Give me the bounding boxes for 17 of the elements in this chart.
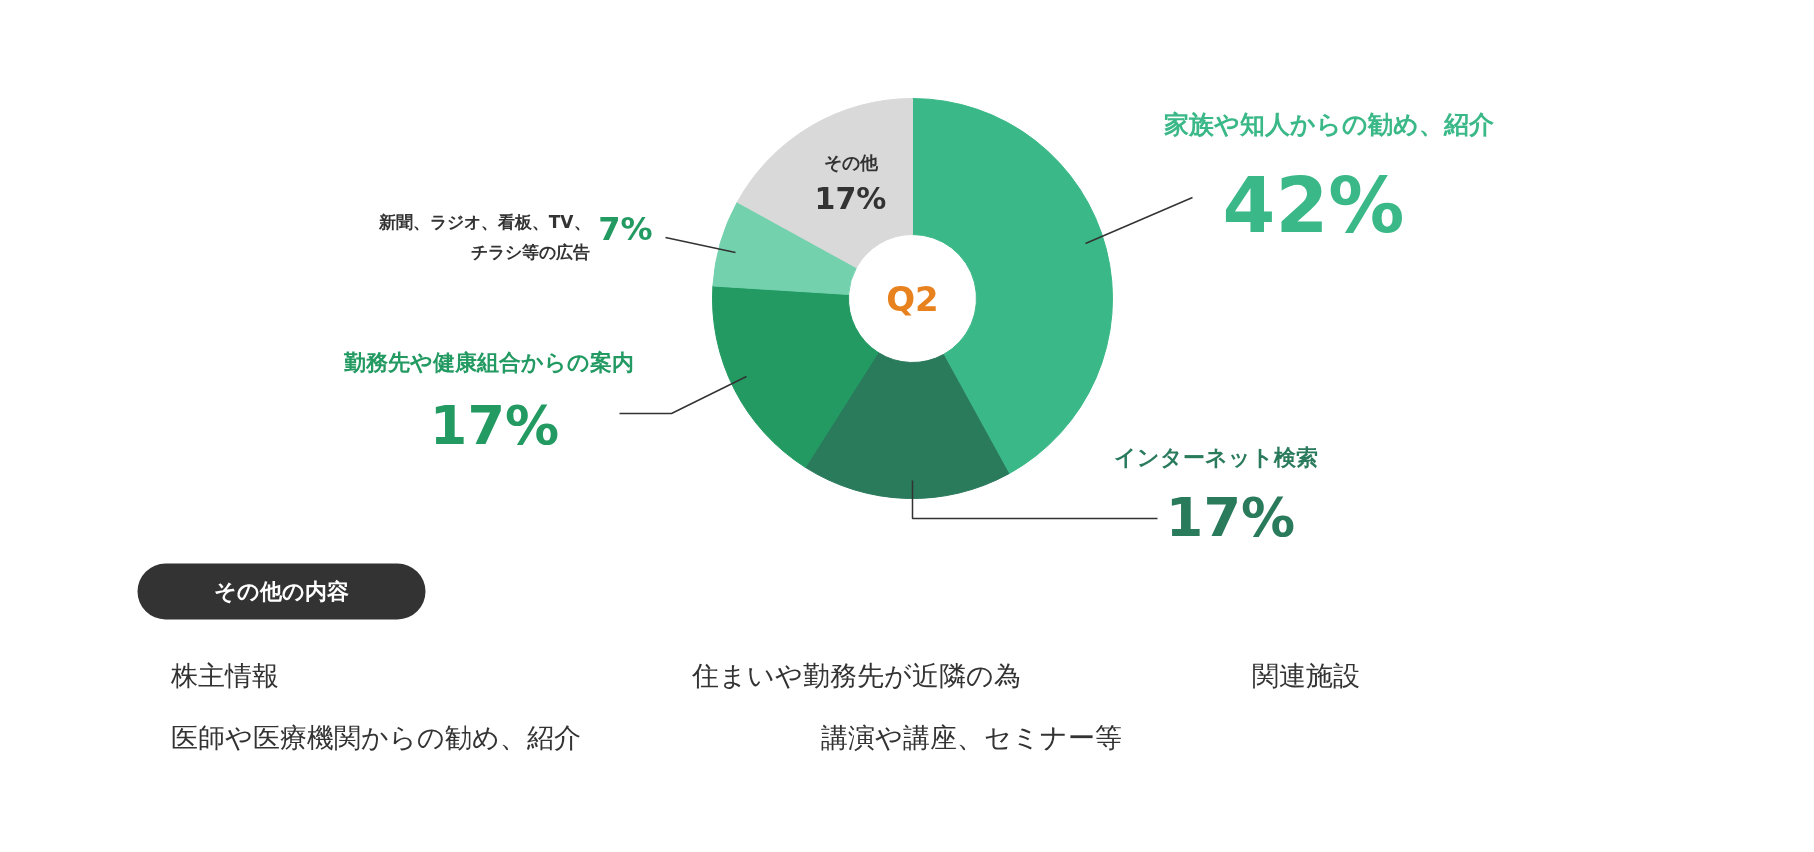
slice-label: 勤務先や健康組合からの案内: [342, 350, 634, 375]
text: Q2: [886, 278, 939, 319]
text: 住まいや勤務先が近隣の為: [690, 660, 1021, 691]
slice-label: 新聞、ラジオ、看板、TV、チラシ等の広告: [377, 211, 591, 262]
data-label: 42%: [1222, 161, 1405, 250]
slice-label: 家族や知人からの勧め、紹介: [1162, 110, 1495, 139]
slice-label: その他: [823, 152, 879, 173]
text: 医師や医療機関からの勧め、紹介: [170, 722, 581, 753]
text: 関連施設: [1251, 660, 1360, 691]
data-label: 17%: [1165, 486, 1296, 549]
text: 株主情報: [169, 660, 279, 691]
data-label: 17%: [429, 394, 560, 457]
text: 講演や講座、セミナー等: [820, 722, 1122, 753]
data-label: 17%: [814, 181, 887, 216]
text: その他の内容: [214, 579, 349, 604]
slice-label: インターネット検索: [1113, 445, 1318, 470]
data-label: 7%: [598, 209, 653, 248]
